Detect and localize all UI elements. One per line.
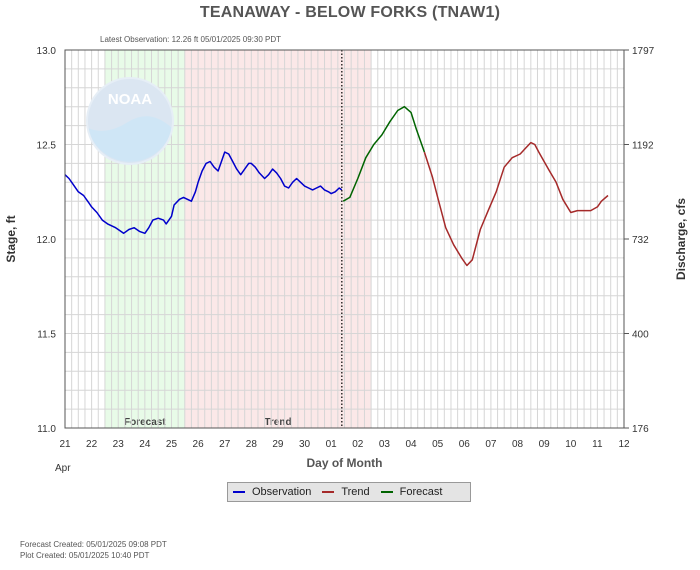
x-tick-label: 05	[432, 439, 444, 450]
noaa-logo: NOAA	[86, 77, 174, 165]
noaa-logo-wave	[88, 116, 172, 162]
y-right-axis-label: Discharge, cfs	[674, 198, 688, 280]
x-month-label: Apr	[55, 463, 71, 474]
x-tick-label: 01	[326, 439, 338, 450]
labels-layer: 21 22 23 24 25 26 27 28 29 30 01 02 03 04 05 06 07 08 09 10…	[4, 46, 688, 474]
forecast-created-text: Forecast Created: 05/01/2025 09:08 PDT	[20, 540, 167, 549]
x-tick-label: 27	[219, 439, 231, 450]
latest-observation: Latest Observation: 12.26 ft 05/01/2025 …	[100, 35, 282, 44]
x-tick-label: 30	[299, 439, 311, 450]
x-tick-label: 28	[246, 439, 258, 450]
x-tick-label: 21	[59, 439, 71, 450]
legend-item-forecast: Forecast	[380, 486, 443, 498]
series-trend-line	[423, 141, 609, 267]
y-left-tick-label: 12.5	[37, 141, 57, 152]
axes-layer	[64, 49, 629, 429]
x-tick-label: 04	[405, 439, 417, 450]
legend-swatch-trend	[322, 491, 335, 493]
x-tick-label: 10	[565, 439, 577, 450]
noaa-logo-ring	[86, 77, 174, 165]
x-tick-label: 06	[459, 439, 471, 450]
y-left-tick-label: 11.5	[37, 330, 56, 341]
x-tick-label: 22	[86, 439, 98, 450]
x-tick-label: 08	[512, 439, 524, 450]
series-observation-line	[64, 151, 343, 235]
y-left-tick-label: 11.0	[37, 424, 56, 435]
chart-legend: Observation Trend Forecast	[227, 482, 471, 502]
legend-item-observation: Observation	[233, 486, 311, 498]
plot-created-text: Plot Created: 05/01/2025 10:40 PDT	[20, 551, 150, 560]
legend-swatch-observation	[233, 491, 245, 493]
x-axis-label: Day of Month	[307, 456, 383, 470]
x-tick-label: 07	[485, 439, 497, 450]
legend-label-observation: Observation	[252, 486, 312, 498]
x-tick-label: 03	[379, 439, 391, 450]
legend-swatch-forecast	[380, 491, 393, 493]
x-tick-label: 25	[166, 439, 178, 450]
x-tick-label: 12	[618, 439, 630, 450]
x-tick-label: 23	[113, 439, 125, 450]
series-layer	[64, 105, 609, 267]
x-tick-label: 26	[193, 439, 205, 450]
x-tick-label: 09	[539, 439, 551, 450]
y-right-tick-label: 400	[632, 330, 649, 341]
y-right-tick-label: 732	[632, 235, 649, 246]
y-right-tick-label: 1192	[632, 141, 654, 152]
y-right-tick-label: 1797	[632, 46, 655, 57]
series-forecast-line	[342, 105, 426, 202]
y-left-axis-label: Stage, ft	[4, 215, 18, 262]
chart-title: TEANAWAY - BELOW FORKS (TNAW1)	[199, 4, 501, 21]
x-tick-label: 11	[592, 439, 603, 450]
legend-label-forecast: Forecast	[399, 486, 443, 498]
legend-label-trend: Trend	[341, 486, 370, 498]
y-left-tick-label: 13.0	[37, 46, 57, 57]
legend-item-trend: Trend	[322, 486, 370, 498]
y-left-tick-label: 12.0	[37, 235, 57, 246]
x-tick-label: 24	[139, 439, 151, 450]
x-tick-label: 02	[352, 439, 364, 450]
noaa-logo-text: NOAA	[108, 91, 152, 108]
x-tick-label: 29	[272, 439, 284, 450]
y-right-tick-label: 176	[632, 424, 649, 435]
